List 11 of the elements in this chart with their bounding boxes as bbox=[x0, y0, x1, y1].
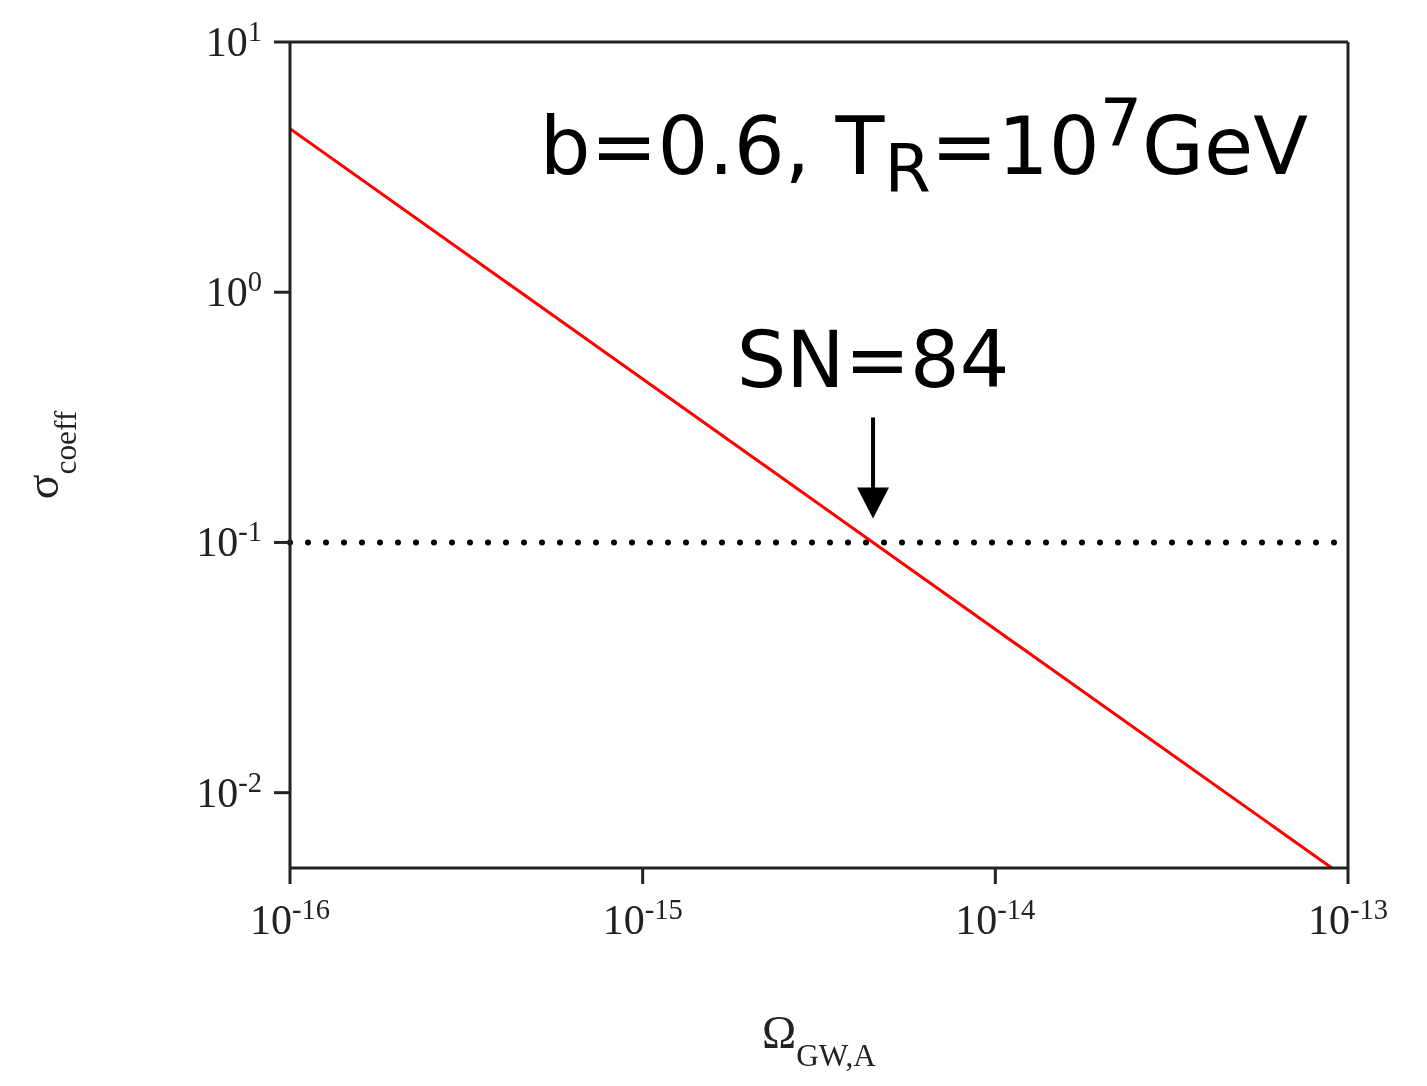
x-tick-label: 10$^{-14}$ bbox=[955, 893, 1036, 943]
y-tick-label: 10$^{0}$ bbox=[205, 265, 262, 316]
x-tick-label: 10$^{-16}$ bbox=[249, 893, 331, 943]
annotation: b=0.6, T$_{R}$=10$^{7}$GeV bbox=[539, 84, 1308, 207]
x-tick-label: 10$^{-15}$ bbox=[602, 893, 683, 943]
x-axis-title: Ω$_{GW,A}$ bbox=[762, 1007, 877, 1073]
y-tick-label: 10$^{-2}$ bbox=[196, 766, 262, 816]
y-tick-label: 10$^{-1}$ bbox=[196, 515, 262, 566]
y-tick-label: 10$^{1}$ bbox=[205, 15, 262, 65]
annotation: SN=84 bbox=[736, 315, 1010, 406]
x-tick-label: 10$^{-13}$ bbox=[1307, 893, 1389, 943]
